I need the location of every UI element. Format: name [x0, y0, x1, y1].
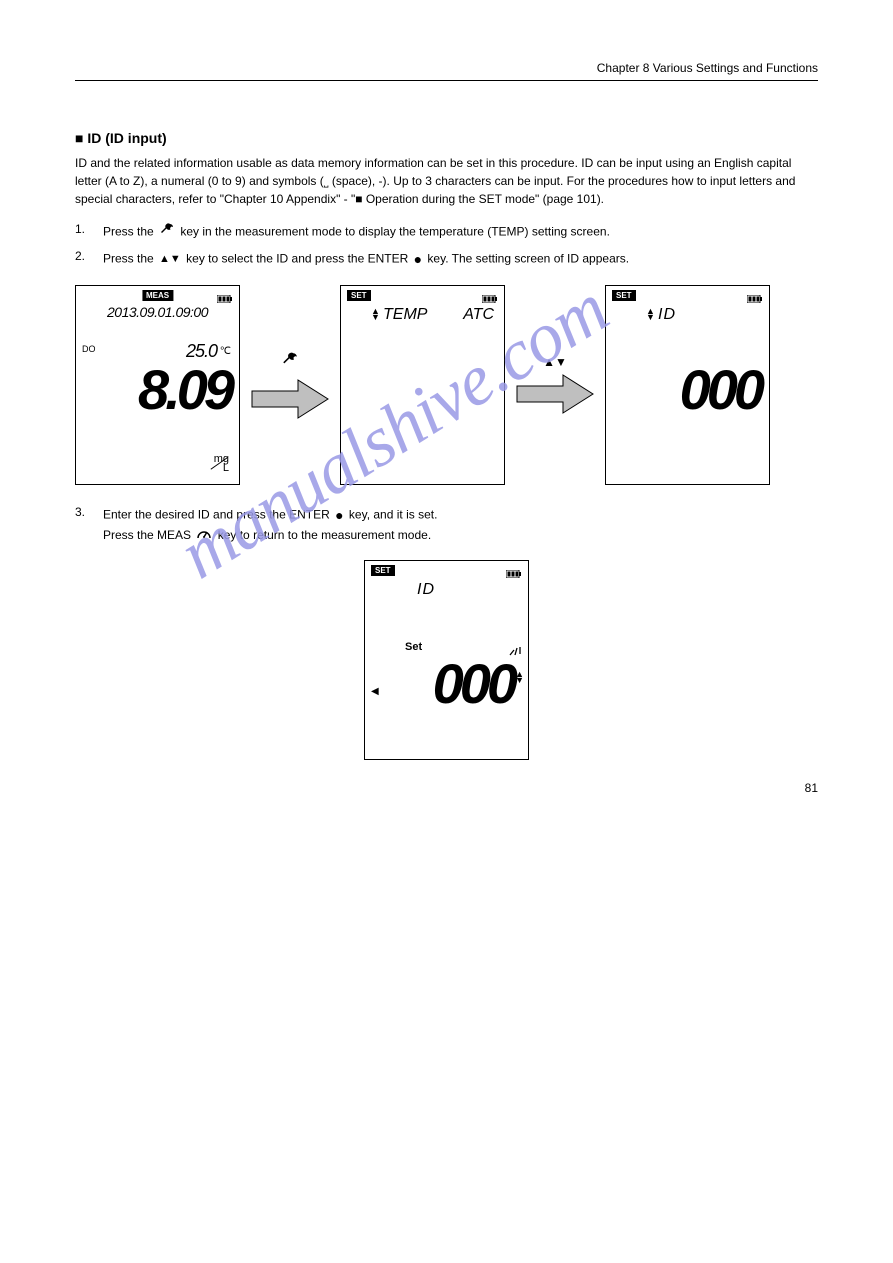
set-badge: SET [371, 565, 395, 576]
id-label: ID [417, 581, 435, 599]
id-value: 000 [606, 362, 761, 418]
right-arrow-icon [515, 373, 595, 415]
step-number: 3. [75, 505, 95, 545]
up-down-small-icon: ▲▼ [371, 308, 380, 321]
id-input-value: 000 [365, 656, 514, 712]
step-2-bullet-after: key. The setting screen of ID appears. [427, 252, 629, 266]
section-title-text: ID (ID input) [87, 130, 166, 146]
page-number: 81 [805, 781, 818, 795]
wrench-icon [281, 351, 299, 374]
step-1-after: key in the measurement mode to display t… [180, 225, 610, 239]
meas-value: 8.09 [76, 362, 231, 418]
step-2-after: key to select the ID and press the ENTER [186, 252, 411, 266]
meas-date: 2013.09.01.09:00 [76, 304, 239, 320]
enter-bullet-icon: ● [335, 505, 343, 526]
up-down-icon: ▲▼ [543, 355, 567, 369]
set-id-panel: SET ▲▼ ID 000 [605, 285, 770, 485]
temp-label: TEMP [383, 306, 427, 324]
up-down-small-icon: ▲▼ [515, 671, 524, 684]
step-1-before: Press the [103, 225, 157, 239]
step-2-before: Press the [103, 252, 157, 266]
chapter-header: Chapter 8 Various Settings and Functions [75, 61, 818, 75]
step-3-after: key, and it is set. [349, 508, 437, 522]
battery-icon [217, 290, 233, 298]
battery-icon [506, 565, 522, 573]
step-text: Press the ▲▼ key to select the ID and pr… [103, 249, 818, 270]
step-text: Press the key in the measurement mode to… [103, 222, 818, 243]
set-label: Set [405, 641, 422, 653]
id-label: ID [658, 306, 676, 324]
meas-panel: MEAS 2013.09.01.09:00 DO 25.0 ℃ 8.09 mg … [75, 285, 240, 485]
step-3-extra-after: key to return to the measurement mode. [218, 528, 431, 542]
wrench-icon [159, 222, 175, 243]
section-title: ■ ID (ID input) [75, 130, 818, 146]
battery-icon [482, 290, 498, 298]
meas-badge: MEAS [142, 290, 173, 301]
meas-temp-unit: ℃ [220, 346, 231, 357]
set-badge: SET [347, 290, 371, 301]
step-3-before: Enter the desired ID and press the ENTER [103, 508, 333, 522]
set-temp-panel: SET ▲▼ TEMP ATC [340, 285, 505, 485]
enter-bullet-icon: ● [414, 249, 422, 270]
section-intro: ID and the related information usable as… [75, 154, 818, 208]
gauge-icon [196, 527, 212, 545]
battery-icon [747, 290, 763, 298]
step-3-extra-before: Press the MEAS [103, 528, 194, 542]
lcd-row-1: MEAS 2013.09.01.09:00 DO 25.0 ℃ 8.09 mg … [75, 285, 818, 485]
atc-label: ATC [463, 306, 494, 324]
right-arrow-icon [250, 378, 330, 420]
do-label: DO [82, 344, 96, 354]
up-down-icon: ▲▼ [159, 251, 181, 268]
step-number: 2. [75, 249, 95, 270]
set-id-input-panel: SET ID Set ◀ 000 ▲▼ [364, 560, 529, 760]
step-text: Enter the desired ID and press the ENTER… [103, 505, 818, 545]
step-number: 1. [75, 222, 95, 243]
up-down-small-icon: ▲▼ [646, 308, 655, 321]
arrow-with-wrench [250, 351, 330, 420]
meas-unit: mg L [205, 453, 229, 474]
set-badge: SET [612, 290, 636, 301]
arrow-with-updown: ▲▼ [515, 355, 595, 415]
lcd-row-2: SET ID Set ◀ 000 ▲▼ [75, 560, 818, 760]
